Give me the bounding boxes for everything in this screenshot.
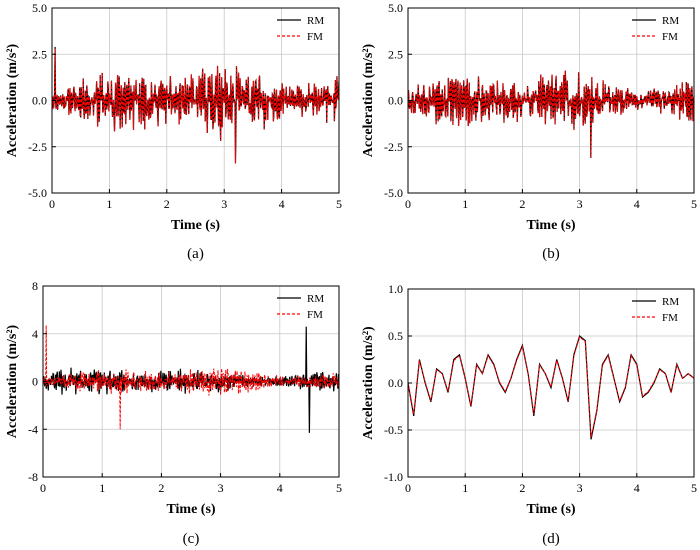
- x-tick-label: 5: [691, 481, 697, 495]
- x-tick-label: 2: [519, 197, 525, 211]
- legend-label-rm: RM: [307, 15, 324, 27]
- x-tick-label: 5: [336, 481, 342, 495]
- y-axis-title: Acceleration (m/s²): [361, 43, 376, 157]
- y-tick-label: 4: [32, 327, 38, 341]
- legend-label-rm: RM: [307, 293, 324, 305]
- x-tick-label: 0: [40, 481, 46, 495]
- x-tick-label: 3: [577, 481, 583, 495]
- chart-panel-3: 0 1 2 3 4 5 -8 -4 0 4 8 Time (s) Acceleration (m/s²)…: [5, 279, 342, 547]
- x-tick-label: 4: [634, 197, 640, 211]
- x-tick-label: 2: [519, 481, 525, 495]
- panel-label: (d): [542, 531, 560, 547]
- panel-label: (c): [183, 531, 200, 547]
- y-tick-label: 0.0: [388, 376, 403, 390]
- x-tick-label: 4: [277, 481, 283, 495]
- y-tick-label: 0.0: [32, 94, 47, 108]
- legend-label-rm: RM: [662, 296, 679, 308]
- x-tick-label: 1: [462, 481, 468, 495]
- y-tick-label: -5.0: [28, 186, 47, 200]
- chart-panel-2: 0 1 2 3 4 5 -5.0 -2.5 0.0 2.5 5.0 Time (s) Accelerat…: [361, 1, 697, 262]
- y-tick-label: 2.5: [388, 47, 403, 61]
- panel-label: (b): [542, 246, 560, 262]
- y-axis-title: Acceleration (m/s²): [5, 43, 20, 157]
- x-tick-label: 2: [158, 481, 164, 495]
- x-tick-label: 3: [221, 197, 227, 211]
- x-tick-label: 3: [577, 197, 583, 211]
- x-tick-label: 0: [405, 197, 411, 211]
- y-tick-label: -8: [28, 470, 38, 484]
- x-tick-label: 1: [99, 481, 105, 495]
- series-line-fm: [408, 336, 694, 438]
- series-line-rm: [408, 334, 694, 440]
- legend-label-fm: FM: [307, 31, 323, 43]
- y-tick-label: -1.0: [384, 470, 403, 484]
- y-axis-title: Acceleration (m/s²): [5, 324, 20, 438]
- y-tick-label: -0.5: [384, 423, 403, 437]
- panel-label: (a): [187, 246, 204, 262]
- series-line-fm: [408, 70, 694, 158]
- y-axis-title: Acceleration (m/s²): [361, 326, 376, 440]
- legend-label-fm: FM: [662, 312, 678, 324]
- x-tick-label: 5: [336, 197, 342, 211]
- y-tick-label: 0.0: [388, 94, 403, 108]
- legend-label-fm: FM: [662, 31, 678, 43]
- y-tick-label: -4: [28, 422, 38, 436]
- legend-label-rm: RM: [662, 15, 679, 27]
- x-tick-label: 0: [405, 481, 411, 495]
- y-tick-label: -2.5: [28, 140, 47, 154]
- y-tick-label: 0.5: [388, 329, 403, 343]
- x-axis-title: Time (s): [171, 218, 220, 233]
- x-tick-label: 2: [164, 197, 170, 211]
- legend-label-fm: FM: [307, 309, 323, 321]
- series-line-fm: [43, 325, 339, 430]
- y-tick-label: 1.0: [388, 282, 403, 296]
- y-tick-label: 2.5: [32, 47, 47, 61]
- x-tick-label: 4: [279, 197, 285, 211]
- x-tick-label: 0: [49, 197, 55, 211]
- y-tick-label: 0: [32, 375, 38, 389]
- series-line-rm: [43, 326, 339, 433]
- series-line-fm: [52, 48, 339, 164]
- chart-panel-4: 0 1 2 3 4 5 -1.0 -0.5 0.0 0.5 1.0 Time (s) Accelerat…: [361, 282, 697, 547]
- y-tick-label: 8: [32, 279, 38, 293]
- y-tick-label: -2.5: [384, 140, 403, 154]
- x-tick-label: 1: [106, 197, 112, 211]
- y-tick-label: -5.0: [384, 186, 403, 200]
- x-tick-label: 1: [462, 197, 468, 211]
- y-tick-label: 5.0: [32, 1, 47, 15]
- series-line-rm: [408, 70, 694, 158]
- y-tick-label: 5.0: [388, 1, 403, 15]
- x-axis-title: Time (s): [526, 502, 575, 517]
- x-axis-title: Time (s): [166, 502, 215, 517]
- x-tick-label: 4: [634, 481, 640, 495]
- x-tick-label: 3: [218, 481, 224, 495]
- x-tick-label: 5: [691, 197, 697, 211]
- chart-panel-1: 0 1 2 3 4 5 -5.0 -2.5 0.0 2.5 5.0 Time (s) Accelerat…: [5, 1, 342, 262]
- x-axis-title: Time (s): [526, 218, 575, 233]
